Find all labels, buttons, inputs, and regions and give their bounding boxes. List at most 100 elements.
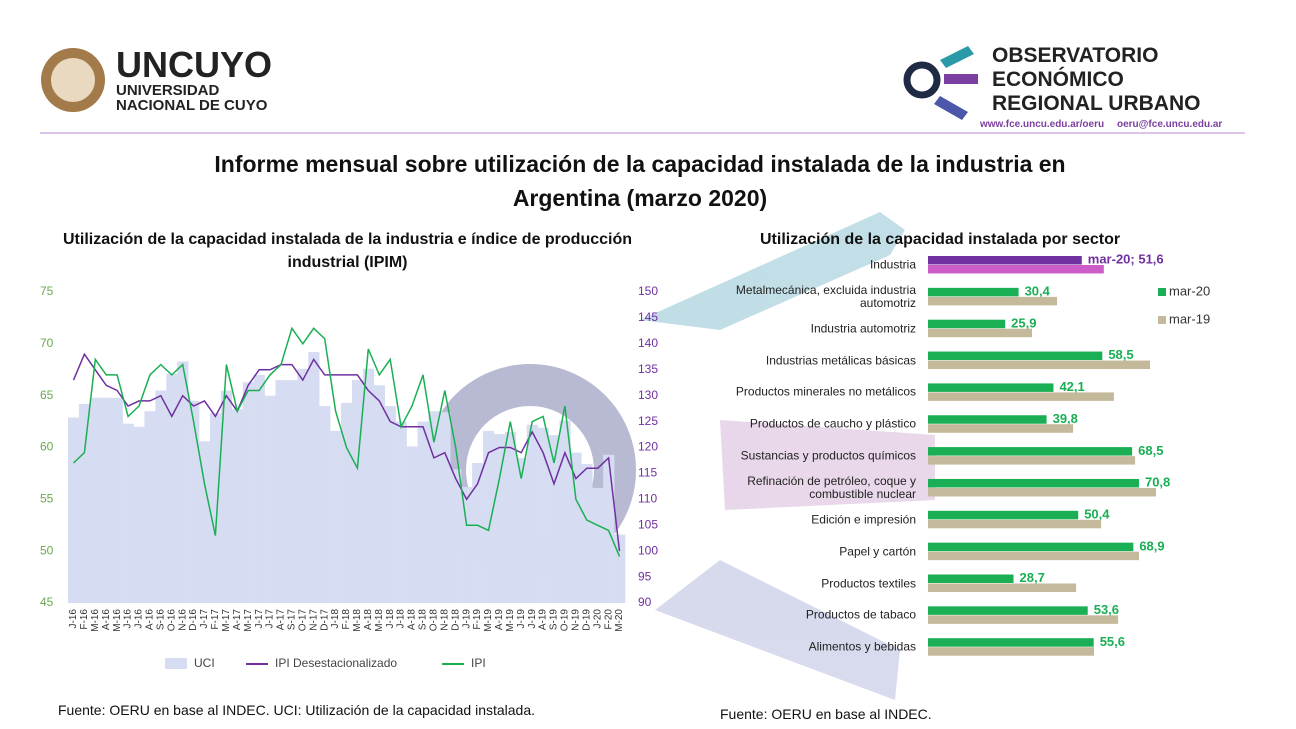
- x-tick-label: J-19: [516, 609, 527, 629]
- legend-swatch: [1158, 316, 1166, 324]
- x-tick-label: N-18: [439, 609, 450, 631]
- bar: [928, 551, 1139, 561]
- x-tick-label: J-19: [527, 609, 538, 629]
- data-label: 55,6: [1100, 634, 1125, 649]
- bar: [461, 486, 473, 603]
- logo-line: OBSERVATORIO: [992, 44, 1159, 67]
- category-label: Refinación de petróleo, coque y combusti…: [747, 473, 916, 501]
- bar: [928, 319, 1006, 329]
- y-tick-label: 45: [40, 595, 54, 609]
- bar: [504, 431, 517, 603]
- x-tick-label: J-19: [461, 609, 472, 629]
- bar: [928, 478, 1139, 488]
- bar: [351, 380, 364, 603]
- x-tick-label: S-16: [155, 609, 166, 631]
- x-tick-label: O-18: [429, 609, 440, 632]
- x-tick-label: M-20: [614, 609, 625, 632]
- bar: [928, 256, 1082, 265]
- x-tick-label: M-18: [374, 609, 385, 632]
- x-tick-label: M-16: [90, 609, 101, 632]
- bar: [122, 423, 134, 603]
- chart-source: Fuente: OERU en base al INDEC.: [720, 706, 932, 722]
- bar: [253, 374, 265, 603]
- x-tick-label: F-17: [210, 609, 221, 630]
- x-tick-label: F-19: [472, 609, 483, 630]
- y-tick-label: 75: [40, 284, 54, 298]
- bar: [928, 360, 1151, 370]
- x-tick-label: M-19: [505, 609, 516, 632]
- x-tick-label: J-16: [134, 609, 145, 629]
- bar: [472, 463, 484, 603]
- x-tick-label: J-20: [592, 609, 603, 629]
- bar: [928, 542, 1134, 552]
- oeru-icon: [903, 46, 978, 120]
- x-tick-label: M-17: [221, 609, 232, 632]
- x-tick-label: S-19: [549, 609, 560, 631]
- bar: [614, 534, 626, 603]
- bar: [548, 435, 560, 603]
- x-tick-label: D-16: [188, 609, 199, 631]
- y2-tick-label: 115: [638, 466, 657, 480]
- bar: [275, 380, 287, 603]
- x-tick-label: N-17: [308, 609, 319, 631]
- bar: [928, 456, 1136, 465]
- bar: [515, 457, 528, 603]
- data-label: 39,8: [1053, 411, 1078, 426]
- bar: [166, 373, 178, 603]
- bar: [537, 427, 549, 603]
- data-label: 68,5: [1138, 443, 1163, 458]
- chart-title: Utilización de la capacidad instalada po…: [760, 231, 1121, 248]
- logo-email[interactable]: oeru@fce.uncu.edu.ar: [1117, 119, 1223, 130]
- x-tick-label: M-17: [243, 609, 254, 632]
- y-tick-label: 70: [40, 336, 54, 350]
- logo-line: NACIONAL DE CUYO: [116, 97, 268, 114]
- data-label: 30,4: [1025, 284, 1051, 299]
- bar: [384, 406, 396, 603]
- data-label: mar-20; 51,6: [1088, 252, 1164, 267]
- x-tick-label: A-19: [494, 609, 505, 631]
- chart-title: Utilización de la capacidad instalada de…: [62, 231, 633, 271]
- bar: [78, 403, 91, 603]
- x-tick-label: M-16: [112, 609, 123, 632]
- y2-tick-label: 145: [638, 310, 658, 324]
- bar: [264, 395, 276, 603]
- category-label: Papel y cartón: [839, 544, 916, 559]
- y2-tick-label: 110: [638, 492, 657, 506]
- x-tick-label: A-19: [538, 609, 549, 631]
- category-label: Industria automotriz: [810, 321, 916, 336]
- bar: [209, 413, 222, 603]
- logo-web[interactable]: www.fce.uncu.edu.ar/oeru: [980, 119, 1105, 130]
- y2-tick-label: 150: [638, 284, 658, 298]
- x-tick-label: O-17: [297, 609, 308, 632]
- bar: [144, 411, 156, 603]
- bar: [89, 397, 102, 603]
- bar: [220, 390, 233, 603]
- x-tick-label: A-17: [232, 609, 243, 631]
- data-label: 53,6: [1094, 602, 1119, 617]
- bar: [928, 638, 1094, 647]
- y-tick-label: 55: [40, 492, 54, 506]
- x-tick-label: F-18: [341, 609, 352, 630]
- category-label: Productos textiles: [821, 576, 916, 590]
- bar: [362, 368, 375, 603]
- bar: [570, 452, 582, 603]
- x-tick-label: D-19: [581, 609, 592, 631]
- bar: [373, 385, 386, 603]
- category-label: Productos de caucho y plástico: [749, 416, 916, 431]
- uncuyo-seal-inner: [51, 58, 95, 102]
- data-label: 28,7: [1020, 570, 1045, 585]
- bar: [493, 434, 506, 603]
- category-label: Alimentos y bebidas: [808, 639, 916, 654]
- bar: [928, 487, 1156, 497]
- bar: [439, 412, 451, 603]
- x-tick-label: O-19: [560, 609, 571, 632]
- x-tick-label: J-18: [396, 609, 407, 629]
- data-label: 25,9: [1011, 315, 1036, 330]
- bar: [928, 328, 1033, 338]
- line: [72, 326, 621, 557]
- x-tick-label: A-18: [407, 609, 418, 631]
- bar: [483, 430, 495, 603]
- bar: [928, 415, 1047, 424]
